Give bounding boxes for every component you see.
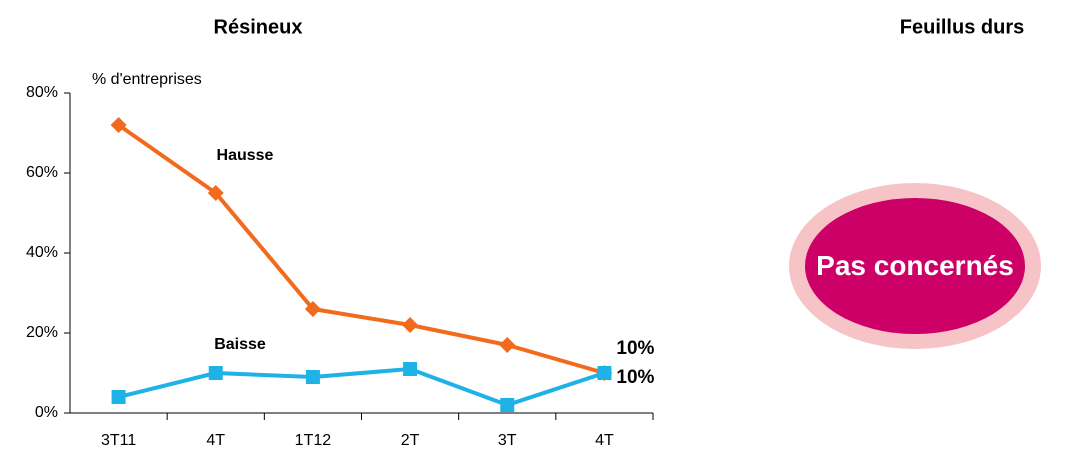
- x-tick-label: 1T12: [295, 432, 332, 449]
- y-tick-label: 80%: [26, 84, 58, 101]
- x-tick-label: 3T11: [101, 432, 136, 449]
- badge-shape: [805, 198, 1025, 334]
- data-label: 10%: [616, 338, 654, 359]
- x-tick-label: 3T: [498, 432, 517, 449]
- series-label: Hausse: [217, 147, 274, 164]
- marker: [304, 301, 321, 317]
- series-label: Baisse: [214, 336, 266, 353]
- marker: [110, 117, 127, 133]
- chart-title: Résineux: [214, 16, 303, 38]
- marker: [305, 370, 320, 384]
- y-tick-label: 40%: [26, 244, 58, 261]
- marker: [597, 366, 612, 380]
- x-tick-label: 2T: [401, 432, 420, 449]
- marker: [403, 362, 418, 376]
- y-axis-label: % d'entreprises: [92, 71, 202, 88]
- panel-title: Feuillus durs: [900, 16, 1024, 38]
- x-tick-label: 4T: [595, 432, 614, 449]
- marker: [207, 185, 224, 201]
- marker: [208, 366, 223, 380]
- marker: [111, 390, 126, 404]
- line: [118, 367, 606, 407]
- badge-text: Pas concernés: [816, 250, 1014, 281]
- y-tick-label: 20%: [26, 324, 58, 341]
- y-tick-label: 0%: [35, 404, 58, 421]
- marker: [402, 317, 419, 333]
- y-tick-label: 60%: [26, 164, 58, 181]
- marker: [500, 398, 515, 412]
- line: [117, 123, 605, 375]
- marker: [499, 337, 516, 353]
- x-tick-label: 4T: [206, 432, 225, 449]
- data-label: 10%: [616, 367, 654, 388]
